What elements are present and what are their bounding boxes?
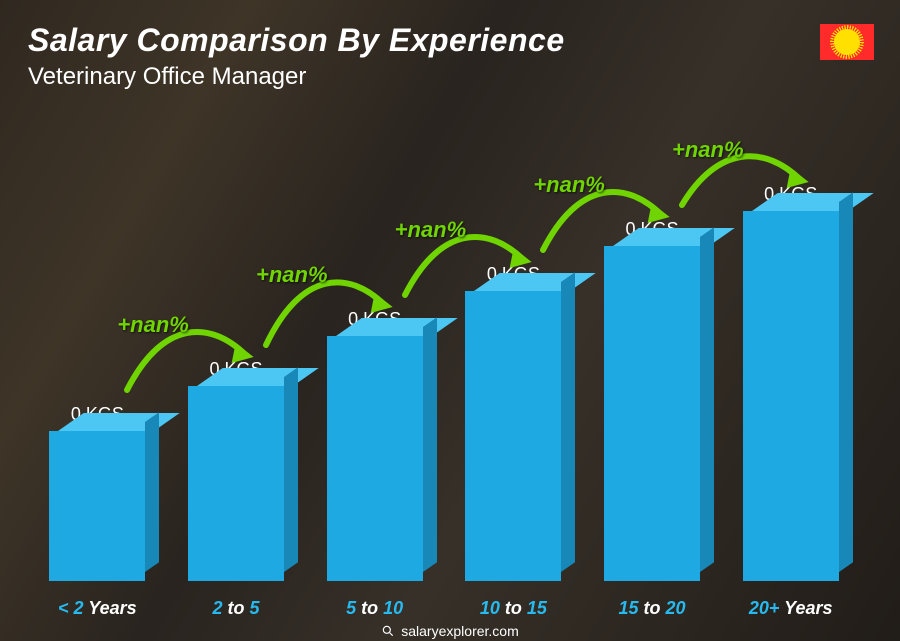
increase-arrow: +nan% [107, 305, 266, 400]
bar-side-face [284, 367, 298, 572]
category-label: 5 to 10 [305, 598, 444, 619]
category-label: < 2 Years [28, 598, 167, 619]
globe-search-icon [381, 624, 395, 638]
increase-arrow: +nan% [662, 130, 821, 215]
percent-change-label: +nan% [117, 312, 189, 338]
bar-3d [327, 336, 423, 581]
bar-side-face [839, 192, 853, 572]
footer-credit: salaryexplorer.com [0, 623, 900, 639]
bar-3d [743, 211, 839, 581]
category-label: 10 to 15 [444, 598, 583, 619]
bar-side-face [145, 412, 159, 572]
percent-change-label: +nan% [533, 172, 605, 198]
category-labels-row: < 2 Years2 to 55 to 1010 to 1515 to 2020… [28, 598, 860, 619]
footer-text: salaryexplorer.com [401, 623, 519, 639]
increase-arrow: +nan% [523, 165, 682, 260]
chart-area: 0 KGS0 KGS0 KGS0 KGS0 KGS0 KGS +nan%+nan… [28, 120, 860, 581]
bar-side-face [700, 227, 714, 572]
bar-front-face [465, 291, 561, 581]
category-label: 2 to 5 [167, 598, 306, 619]
bar-front-face [604, 246, 700, 581]
bar-3d [465, 291, 561, 581]
percent-change-label: +nan% [256, 262, 328, 288]
chart-subtitle: Veterinary Office Manager [28, 63, 565, 91]
percent-change-label: +nan% [672, 137, 744, 163]
country-flag [820, 24, 874, 60]
bar-front-face [327, 336, 423, 581]
bar-3d [188, 386, 284, 581]
bar-3d [604, 246, 700, 581]
bar-front-face [49, 431, 145, 581]
category-label: 20+ Years [721, 598, 860, 619]
bar-front-face [743, 211, 839, 581]
increase-arrow: +nan% [246, 255, 405, 355]
percent-change-label: +nan% [395, 217, 467, 243]
title-block: Salary Comparison By Experience Veterina… [28, 22, 565, 91]
infographic-canvas: Salary Comparison By Experience Veterina… [0, 0, 900, 641]
chart-title: Salary Comparison By Experience [28, 22, 565, 59]
flag-emblem-icon [836, 31, 858, 53]
bar-side-face [423, 317, 437, 572]
increase-arrow: +nan% [385, 210, 544, 305]
category-label: 15 to 20 [583, 598, 722, 619]
bar-3d [49, 431, 145, 581]
bar-side-face [561, 272, 575, 572]
bar-front-face [188, 386, 284, 581]
